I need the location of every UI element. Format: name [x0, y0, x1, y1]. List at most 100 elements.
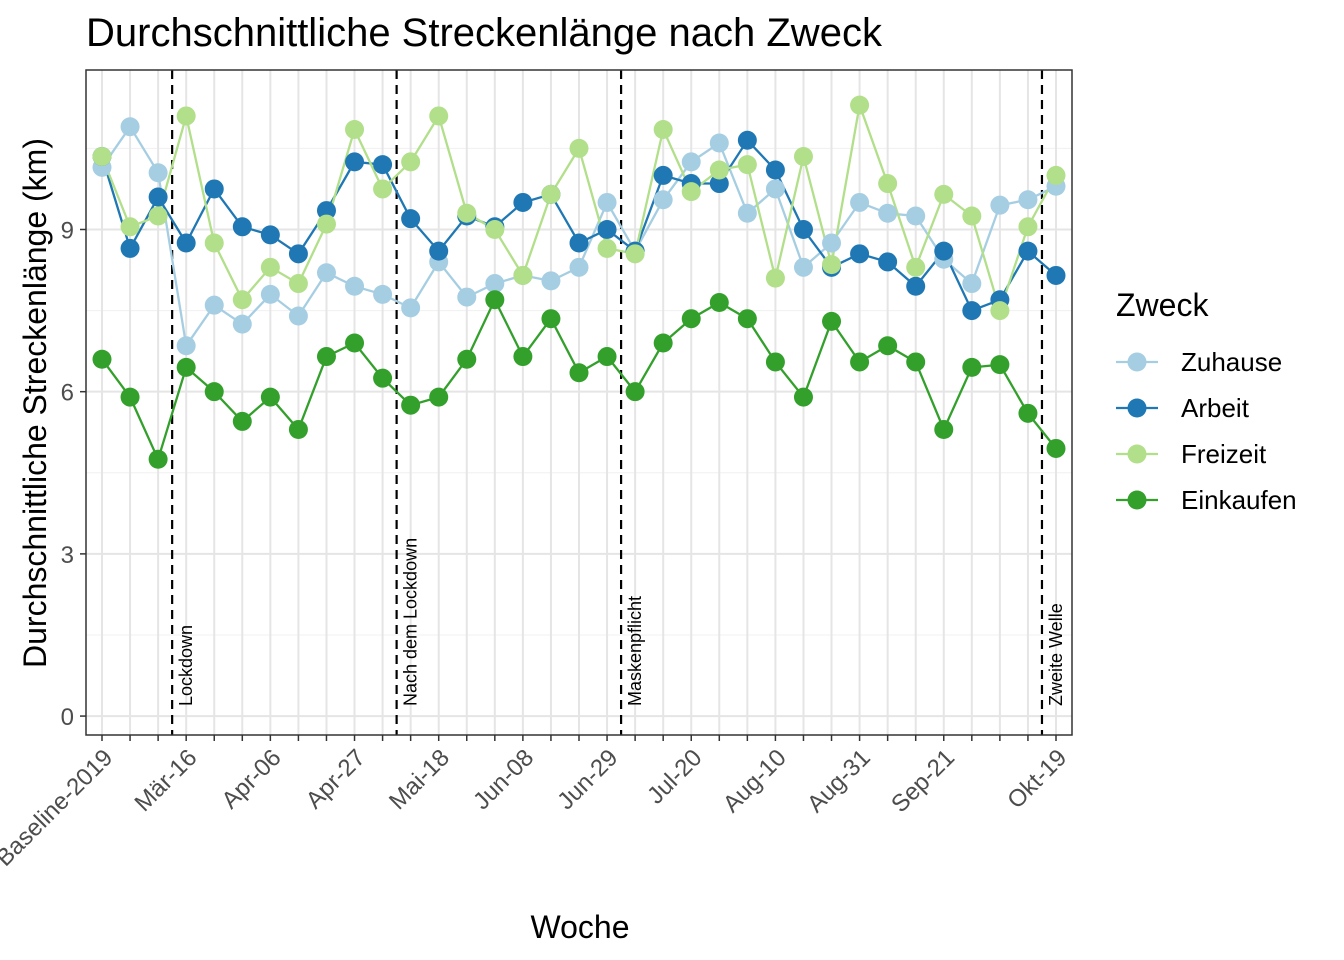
x-tick-label: Jun-29	[552, 744, 623, 815]
data-point	[1018, 190, 1038, 210]
data-point	[737, 203, 757, 223]
data-point	[345, 276, 365, 296]
data-point	[120, 117, 140, 137]
data-point	[457, 349, 477, 369]
data-point	[822, 233, 842, 253]
y-axis: 0 3 6 9	[61, 217, 86, 731]
legend-key-point	[1127, 490, 1147, 510]
data-point	[401, 395, 421, 415]
x-tick-label: Jul-20	[642, 744, 707, 809]
data-point	[485, 290, 505, 310]
data-point	[793, 387, 813, 407]
data-point	[793, 219, 813, 239]
data-point	[288, 420, 308, 440]
x-axis-label: Woche	[530, 909, 629, 945]
data-point	[569, 138, 589, 158]
data-point	[569, 257, 589, 277]
data-point	[513, 265, 533, 285]
x-tick-label: Sep-21	[886, 744, 960, 818]
data-point	[934, 241, 954, 261]
data-point	[148, 187, 168, 207]
data-point	[765, 352, 785, 372]
data-point	[345, 119, 365, 139]
data-point	[934, 420, 954, 440]
data-point	[906, 352, 926, 372]
data-point	[176, 357, 196, 377]
event-label: Zweite Welle	[1046, 603, 1066, 706]
data-point	[934, 184, 954, 204]
data-point	[373, 155, 393, 175]
data-point	[232, 290, 252, 310]
data-point	[681, 182, 701, 202]
data-point	[765, 160, 785, 180]
x-tick-label: Apr-06	[217, 744, 287, 814]
data-point	[1046, 165, 1066, 185]
data-point	[288, 306, 308, 326]
data-point	[681, 152, 701, 172]
x-tick-label: Mär-16	[130, 744, 203, 817]
data-point	[485, 274, 505, 294]
data-point	[429, 241, 449, 261]
x-tick-label: Mai-18	[384, 744, 455, 815]
x-tick-label: Baseline-2019	[0, 744, 118, 872]
data-point	[401, 152, 421, 172]
data-point	[148, 163, 168, 183]
data-point	[878, 174, 898, 194]
data-point	[176, 106, 196, 126]
data-point	[120, 238, 140, 258]
data-point	[962, 357, 982, 377]
data-point	[597, 219, 617, 239]
data-point	[373, 368, 393, 388]
data-point	[373, 284, 393, 304]
data-point	[204, 382, 224, 402]
data-point	[653, 165, 673, 185]
data-point	[148, 206, 168, 226]
legend-entry: Freizeit	[1181, 439, 1267, 469]
data-point	[541, 271, 561, 291]
data-point	[653, 190, 673, 210]
chart-title: Durchschnittliche Streckenlänge nach Zwe…	[86, 11, 883, 55]
legend-key-point	[1127, 352, 1147, 372]
data-point	[597, 238, 617, 258]
data-point	[906, 206, 926, 226]
data-point	[569, 363, 589, 383]
data-point	[597, 347, 617, 367]
data-point	[709, 160, 729, 180]
data-point	[765, 268, 785, 288]
data-point	[653, 333, 673, 353]
legend-key-point	[1127, 398, 1147, 418]
data-point	[569, 233, 589, 253]
data-point	[962, 274, 982, 294]
data-point	[962, 301, 982, 321]
data-point	[429, 106, 449, 126]
data-point	[541, 184, 561, 204]
data-point	[92, 147, 112, 167]
data-point	[485, 219, 505, 239]
data-point	[541, 309, 561, 329]
data-point	[316, 201, 336, 221]
data-point	[822, 255, 842, 275]
data-point	[653, 119, 673, 139]
data-point	[176, 233, 196, 253]
plot-panel: Lockdown Nach dem Lockdown Maskenpflicht Zw…	[85, 69, 1073, 736]
data-point	[148, 449, 168, 469]
legend: Zweck Zuhause Arbeit Freizeit Einkaufen	[1116, 287, 1297, 515]
legend-title: Zweck	[1116, 287, 1209, 323]
data-point	[1018, 241, 1038, 261]
x-tick-label: Okt-19	[1002, 744, 1072, 814]
data-point	[878, 252, 898, 272]
data-point	[709, 133, 729, 153]
data-point	[401, 209, 421, 229]
x-tick-label: Apr-27	[301, 744, 371, 814]
data-point	[990, 301, 1010, 321]
data-point	[681, 309, 701, 329]
y-tick-label: 3	[61, 542, 74, 569]
data-point	[92, 349, 112, 369]
data-point	[1018, 403, 1038, 423]
data-point	[878, 203, 898, 223]
data-point	[288, 244, 308, 264]
data-point	[850, 95, 870, 115]
data-point	[737, 155, 757, 175]
data-point	[1046, 265, 1066, 285]
